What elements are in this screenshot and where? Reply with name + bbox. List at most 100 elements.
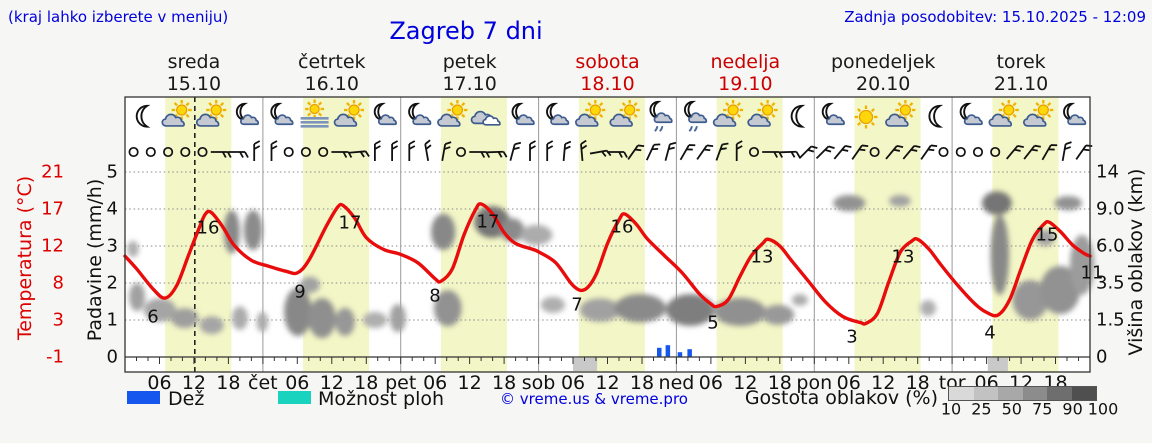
- x-hour-label: 18: [492, 372, 517, 394]
- weather-icon-moon-cloud: [1063, 102, 1087, 126]
- wind-symbol-barb: [920, 144, 938, 160]
- temperature-value-label: 17: [338, 212, 362, 234]
- wind-symbol-barb: [696, 144, 714, 160]
- weather-icon-sun-cloud: [747, 100, 778, 127]
- cloud-blob: [1040, 265, 1081, 315]
- cloud-blob: [714, 297, 766, 326]
- weather-icon-moon-cloud-drizzle: [684, 100, 708, 132]
- temperature-value-label: 7: [571, 294, 583, 316]
- wind-symbol-calm: [318, 146, 329, 158]
- precip-tick-label: 2: [106, 272, 118, 294]
- rain-bar: [677, 352, 683, 357]
- x-hour-label: 12: [871, 372, 896, 394]
- day-date-label: 18.10: [580, 73, 635, 95]
- temperature-value-label: 5: [707, 312, 719, 334]
- wind-symbol-calm: [455, 146, 467, 158]
- weather-icon-sun-cloud: [161, 100, 192, 127]
- temperature-value-label: 9: [294, 281, 306, 303]
- copyright-link[interactable]: © vreme.us & vreme.pro: [500, 390, 688, 408]
- wind-symbol-barb: [228, 151, 249, 158]
- day-date-label: 17.10: [442, 73, 497, 95]
- precip-tick-label: 5: [106, 161, 118, 183]
- density-scale-label: 90: [1062, 399, 1083, 419]
- cloud-blob: [1035, 229, 1055, 246]
- density-gradient-segment: [1047, 387, 1072, 400]
- daylight-band: [854, 97, 921, 372]
- wind-symbol-barb: [562, 140, 572, 162]
- day-date-label: 21.10: [993, 73, 1049, 95]
- wind-symbol-barb: [798, 145, 818, 160]
- sun-icon-part: [723, 100, 744, 120]
- density-scale-label: 75: [1032, 399, 1053, 419]
- cloud-blob: [520, 224, 553, 245]
- temperature-value-label: 15: [1035, 224, 1059, 246]
- weather-icon-sun-cloud: [988, 100, 1019, 127]
- weather-icon-sun-cloud: [575, 100, 606, 127]
- cloud-blob: [431, 213, 456, 250]
- x-hour-label: 18: [629, 372, 655, 394]
- density-scale-label: 100: [1087, 399, 1119, 419]
- sun-icon-part: [1033, 100, 1054, 120]
- weather-icon-sun-cloud: [609, 100, 640, 127]
- rain-legend-swatch: [127, 391, 160, 404]
- wind-symbol-barb: [679, 144, 696, 161]
- cloud-blob: [223, 210, 240, 254]
- wind-symbol-barb: [779, 150, 801, 158]
- density-gradient-segment: [973, 387, 998, 400]
- cloud-tick-label: 1.5: [1096, 309, 1125, 331]
- cloud-tick-label: 9.0: [1096, 198, 1125, 220]
- cloud-blob: [389, 304, 406, 333]
- x-hour-label: 12: [595, 372, 620, 394]
- density-gradient-segment: [1022, 387, 1047, 400]
- wind-symbol-calm: [990, 146, 1001, 158]
- precip-tick-label: 3: [106, 235, 118, 257]
- wind-symbol-barb: [815, 145, 835, 160]
- wind-symbol-barb: [902, 144, 921, 160]
- cloud-blob: [1012, 280, 1049, 320]
- day-name-label: petek: [442, 51, 497, 73]
- x-hour-label: 12: [733, 372, 758, 394]
- cloud-blob: [170, 308, 199, 329]
- cloud-blob: [833, 195, 866, 212]
- weather-icon-sun-cloud: [712, 100, 744, 127]
- cloud-blob: [889, 195, 911, 207]
- cloud-blob: [920, 300, 936, 317]
- weather-icon-moon-cloud: [270, 102, 294, 126]
- wind-symbol-calm: [128, 146, 139, 158]
- sun-icon-part: [305, 99, 325, 119]
- showers-legend-label: Možnost ploh: [318, 388, 445, 410]
- x-day-abbr-label: ned: [658, 372, 695, 394]
- wind-symbol-barb: [373, 140, 381, 161]
- weather-icon-cloud: [470, 110, 501, 126]
- wind-symbol-barb: [509, 141, 522, 161]
- weather-icon-moon-cloud-drizzle: [649, 100, 673, 132]
- cloud-tick-label: 14: [1096, 161, 1119, 183]
- weather-icon-sun-cloud: [195, 100, 227, 127]
- wind-symbol-barb: [580, 139, 588, 162]
- sun-icon-part: [447, 100, 468, 120]
- weather-icon-moon: [135, 104, 151, 128]
- precip-tick-label: 4: [106, 198, 118, 220]
- weather-icon-fog-sun: [300, 99, 329, 128]
- x-hour-label: 18: [354, 372, 379, 394]
- cloud-density-blobs: [127, 191, 1095, 339]
- day-date-label: 20.10: [856, 73, 911, 95]
- rain-bar: [687, 349, 692, 357]
- cloud-blob: [1054, 196, 1082, 211]
- day-date-label: 16.10: [304, 73, 359, 95]
- x-day-abbr-label: sob: [521, 372, 556, 394]
- wind-symbol-barb: [1023, 144, 1041, 160]
- sun-icon-part: [619, 100, 640, 120]
- temperature-value-label: 8: [429, 285, 441, 307]
- temp-tick-label: 8: [52, 272, 64, 294]
- wind-symbol-barb: [627, 144, 645, 160]
- day-name-label: sreda: [167, 51, 221, 73]
- day-date-label: 15.10: [166, 73, 222, 95]
- weather-icon-moon-cloud: [546, 102, 570, 126]
- weather-icon-moon: [790, 104, 806, 128]
- wind-symbol-barb: [486, 150, 508, 158]
- showers-legend-swatch: [278, 391, 311, 404]
- wind-symbol-barb: [885, 144, 904, 160]
- cloud-blob: [579, 298, 621, 322]
- weather-icon-moon: [928, 104, 944, 128]
